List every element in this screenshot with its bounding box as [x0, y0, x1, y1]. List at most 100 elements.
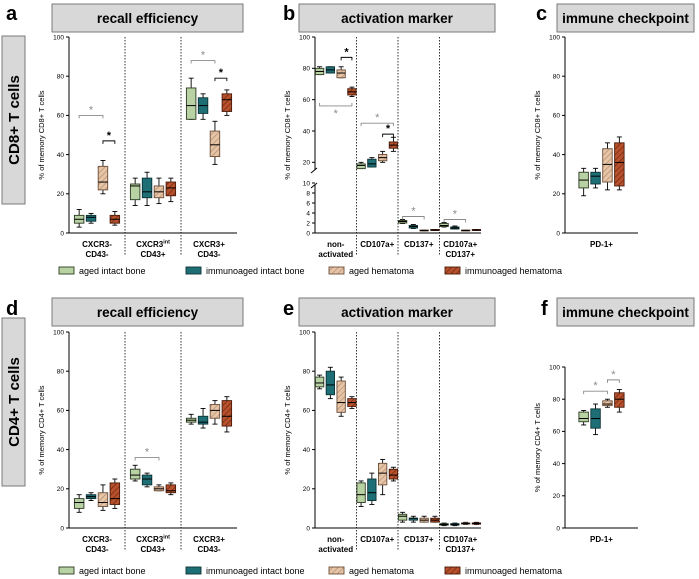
legend-label: immunoaged hematoma [465, 566, 562, 576]
legend-label: aged intact bone [79, 566, 146, 576]
ytick-label: 20 [303, 160, 311, 167]
ytick-label: 80 [57, 74, 65, 81]
significance-mark: * [334, 108, 339, 120]
legend-swatch [444, 266, 461, 275]
box-body [325, 370, 335, 396]
box-a-1-2 [153, 177, 165, 205]
category-label: CXCR3- [82, 240, 112, 249]
panel-banner-b [298, 3, 496, 33]
significance-bracket: * [134, 446, 160, 461]
significance-bracket: * [214, 67, 228, 82]
significance-mark: * [375, 112, 380, 124]
box-body [141, 177, 153, 199]
ytick-label: 0 [306, 230, 310, 237]
ytick-label: 60 [553, 113, 561, 120]
ytick-label: 0 [556, 230, 560, 237]
box-c-0-3 [614, 136, 625, 191]
box-e-2-1 [408, 515, 418, 523]
ytick-label: 0 [306, 525, 310, 532]
box-e-0-0 [314, 374, 325, 390]
panel-banner-f [556, 297, 695, 327]
panel-letter-a: a [6, 3, 18, 25]
category-label: CD107a+ [443, 535, 477, 544]
box-f-0-1 [590, 403, 601, 436]
legend-label: immunoaged intact bone [206, 266, 305, 276]
panel-title-b: activation marker [341, 11, 454, 26]
category-label: CXCR3+ [193, 240, 225, 249]
box-body [209, 404, 221, 419]
box-d-0-3 [109, 478, 121, 509]
axes-a: 0 20 40 60 80 100 [53, 34, 237, 237]
ylabel-d: % of memory CD4+ T cells [37, 385, 46, 474]
category-label: activated [318, 545, 353, 554]
panel-title-a: recall efficiency [97, 11, 199, 26]
box-body [590, 171, 601, 185]
ytick-label: 40 [303, 128, 311, 135]
category-label: CD43- [85, 545, 108, 554]
box-b-1-2 [378, 150, 388, 163]
box-e-0-3 [347, 396, 357, 409]
box-e-1-2 [378, 458, 388, 496]
category-label: CXCR3int [136, 535, 170, 545]
ytick-label: 40 [553, 152, 561, 159]
box-body [109, 482, 121, 505]
category-label: CD107a+ [443, 240, 477, 249]
ylabel-f: % of memory CD4+ T cells [533, 403, 542, 492]
ytick-label: 100 [53, 34, 64, 41]
box-e-0-1 [325, 366, 335, 400]
panel-letter-c: c [536, 3, 547, 25]
ytick-label: 40 [57, 152, 65, 159]
box-a-0-1 [85, 212, 97, 224]
box-e-3-0 [439, 522, 449, 527]
box-body [97, 492, 109, 507]
box-e-2-2 [419, 515, 429, 523]
ytick-label: 10 [303, 180, 311, 187]
box-a-0-0 [73, 209, 85, 228]
significance-mark: * [344, 46, 349, 58]
significance-bracket: * [382, 123, 394, 138]
box-b-0-1 [325, 66, 335, 74]
legend-swatch [185, 266, 202, 275]
ytick-label: 20 [303, 486, 311, 493]
category-label: CD137+ [445, 545, 475, 554]
ytick-label: 20 [57, 191, 65, 198]
box-a-1-1 [141, 171, 153, 207]
box-body [614, 142, 625, 187]
box-body [221, 93, 233, 112]
panel-banner-c [556, 3, 695, 33]
significance-mark: * [89, 104, 94, 116]
legend-swatch [58, 266, 75, 275]
box-body [367, 478, 377, 502]
box-b-1-3 [388, 136, 399, 152]
axes-d: 0 20 40 60 80 100 [53, 329, 237, 532]
panel-e: e activation marker 0 20 40 60 80 100 % of memor… [283, 297, 496, 554]
box-a-2-3 [221, 89, 233, 116]
ytick-label: 8 [306, 190, 310, 197]
box-body [221, 400, 233, 427]
legend-item: immunoaged intact bone [185, 266, 305, 276]
box-body [129, 468, 141, 480]
ytick-label: 0 [60, 525, 64, 532]
box-c-0-0 [578, 167, 589, 197]
box-e-3-3 [471, 521, 482, 525]
box-d-0-1 [85, 492, 97, 502]
ytick-label: 100 [549, 34, 560, 41]
ytick-label: 100 [53, 329, 64, 336]
ytick-label: 6 [306, 200, 310, 207]
ytick-label: 80 [553, 397, 561, 404]
box-body [73, 498, 85, 509]
box-body [197, 415, 209, 425]
panel-title-f: immune checkpoint [562, 305, 689, 320]
box-d-2-1 [197, 407, 209, 429]
row-label-cd4-text: CD4+ T cells [6, 357, 23, 447]
box-body [85, 214, 97, 222]
panel-f: f immune checkpoint 0 20 40 60 80 100 % of memor… [533, 297, 695, 544]
category-label: CD137+ [445, 250, 475, 259]
panel-b: b activation marker 0 2 4 6 8 10 20 40 60 80 100 % of… [283, 3, 496, 259]
box-body [578, 411, 589, 423]
legend-item: immunoaged intact bone [185, 566, 305, 576]
box-e-1-1 [367, 472, 377, 505]
category-label: CD107a+ [360, 240, 394, 249]
ytick-label: 20 [553, 493, 561, 500]
